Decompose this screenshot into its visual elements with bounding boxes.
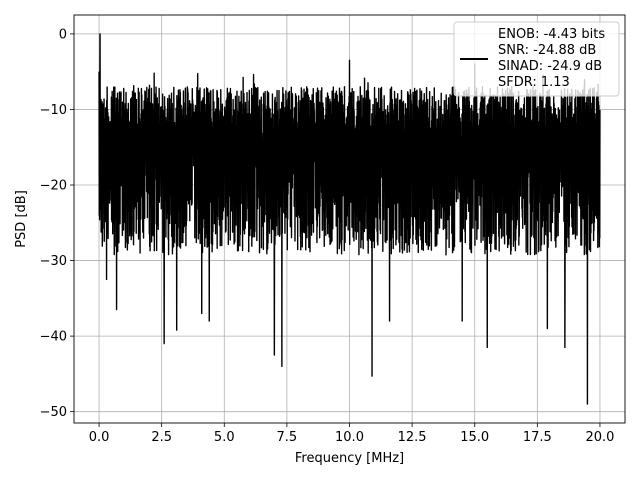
x-tick-label: 17.5 — [523, 430, 552, 445]
legend-entry-label: ENOB: -4.43 bits SNR: -24.88 dB SINAD: -24… — [498, 27, 605, 90]
legend: ENOB: -4.43 bits SNR: -24.88 dB SINAD: -24… — [453, 21, 620, 97]
y-tick-label: −10 — [40, 103, 67, 118]
plot-area — [98, 33, 601, 405]
y-axis-ticks: 0 −10 −20 −30 −40 −50 — [40, 27, 74, 420]
x-tick-label: 12.5 — [398, 430, 427, 445]
y-axis-label: PSD [dB] — [14, 190, 29, 248]
x-tick-label: 15.0 — [460, 430, 489, 445]
y-tick-label: −40 — [40, 330, 67, 345]
y-tick-label: 0 — [59, 27, 67, 42]
legend-box — [453, 21, 620, 97]
y-tick-label: −20 — [40, 179, 67, 194]
legend-entry-line: ENOB: -4.43 bits — [498, 27, 605, 42]
x-tick-label: 10.0 — [335, 430, 364, 445]
series-line — [98, 33, 601, 405]
x-tick-label: 5.0 — [214, 430, 235, 445]
legend-entry-line: SFDR: 1.13 — [498, 75, 570, 90]
legend-entry-line: SINAD: -24.9 dB — [498, 59, 602, 74]
legend-entry-line: SNR: -24.88 dB — [498, 43, 596, 58]
x-tick-label: 20.0 — [585, 430, 614, 445]
x-tick-label: 0.0 — [89, 430, 110, 445]
y-tick-label: −30 — [40, 254, 67, 269]
x-tick-label: 7.5 — [277, 430, 298, 445]
x-axis-ticks: 0.0 2.5 5.0 7.5 10.0 12.5 15.0 17.5 20.0 — [89, 423, 614, 445]
y-tick-label: −50 — [40, 405, 67, 420]
x-axis-label: Frequency [MHz] — [295, 451, 404, 466]
x-tick-label: 2.5 — [151, 430, 172, 445]
